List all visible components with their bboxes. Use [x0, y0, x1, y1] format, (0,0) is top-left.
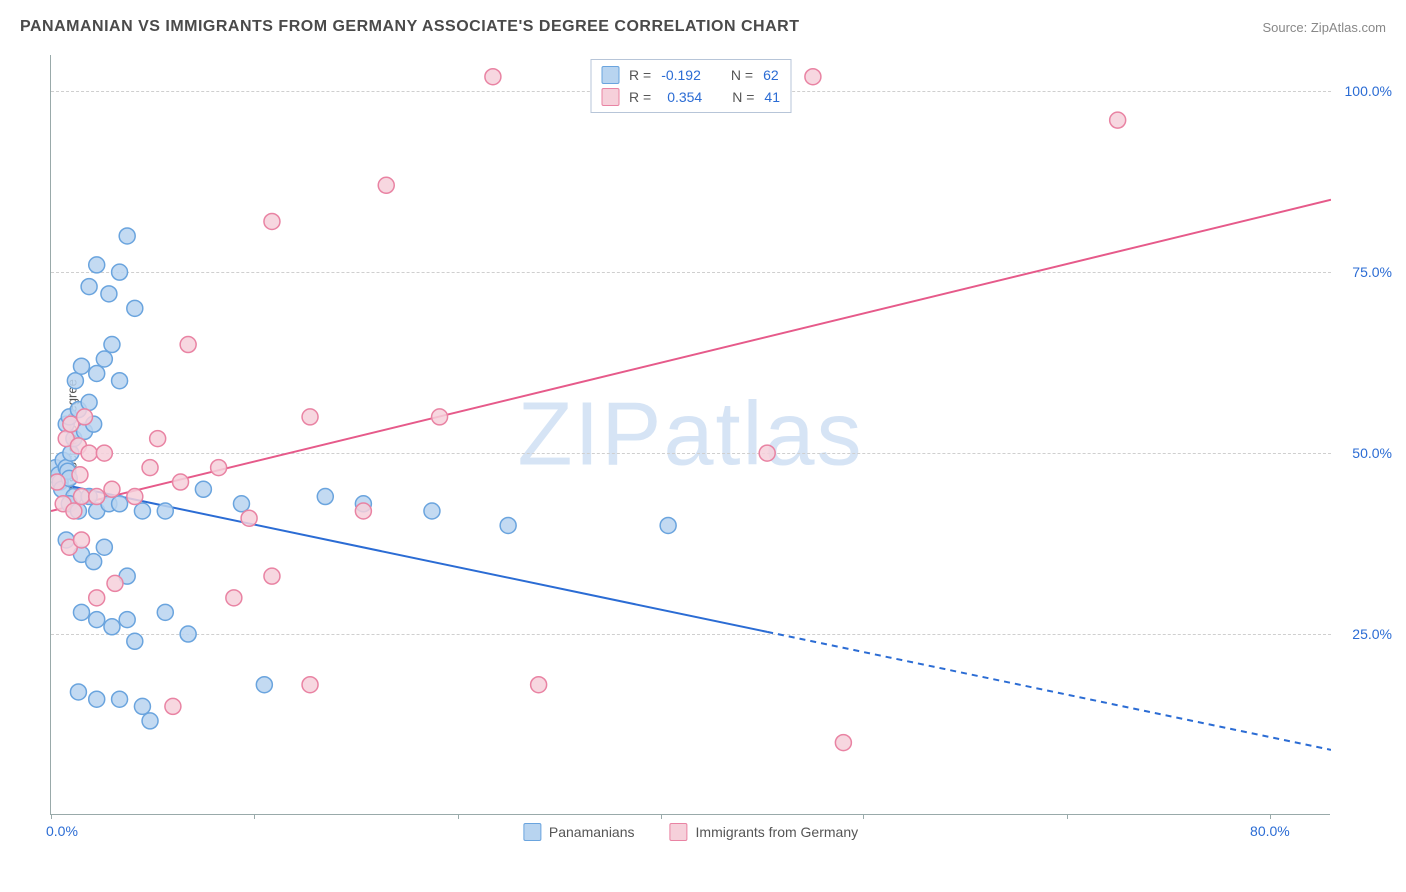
- legend-item-panamanian: Panamanians: [523, 823, 635, 841]
- r-value: 0.354: [661, 86, 702, 108]
- legend-row-germany: R = 0.354 N = 41: [601, 86, 780, 108]
- plot-area: Associate's Degree ZIPatlas 25.0%50.0%75…: [50, 55, 1330, 815]
- y-tick-label: 75.0%: [1337, 264, 1392, 280]
- legend-row-panamanian: R = -0.192 N = 62: [601, 64, 780, 86]
- chart-container: Associate's Degree ZIPatlas 25.0%50.0%75…: [50, 55, 1380, 845]
- chart-title: PANAMANIAN VS IMMIGRANTS FROM GERMANY AS…: [20, 18, 799, 36]
- swatch-icon: [670, 823, 688, 841]
- x-tick-label: 80.0%: [1250, 823, 1290, 839]
- swatch-icon: [601, 66, 619, 84]
- x-tick-label: 0.0%: [46, 823, 78, 839]
- legend-item-germany: Immigrants from Germany: [670, 823, 859, 841]
- y-tick-label: 100.0%: [1337, 83, 1392, 99]
- source-label: Source: ZipAtlas.com: [1262, 20, 1386, 35]
- y-tick-label: 25.0%: [1337, 626, 1392, 642]
- n-label: N =: [731, 64, 753, 86]
- r-label: R =: [629, 64, 651, 86]
- r-label: R =: [629, 86, 651, 108]
- series-legend: Panamanians Immigrants from Germany: [523, 823, 858, 841]
- y-tick-label: 50.0%: [1337, 445, 1392, 461]
- legend-label: Immigrants from Germany: [696, 824, 859, 840]
- n-value: 41: [764, 86, 780, 108]
- n-value: 62: [763, 64, 779, 86]
- legend-label: Panamanians: [549, 824, 635, 840]
- scatter-plot-svg: [51, 55, 1331, 815]
- swatch-icon: [523, 823, 541, 841]
- n-label: N =: [732, 86, 754, 108]
- r-value: -0.192: [661, 64, 701, 86]
- swatch-icon: [601, 88, 619, 106]
- correlation-legend: R = -0.192 N = 62 R = 0.354 N = 41: [590, 59, 791, 113]
